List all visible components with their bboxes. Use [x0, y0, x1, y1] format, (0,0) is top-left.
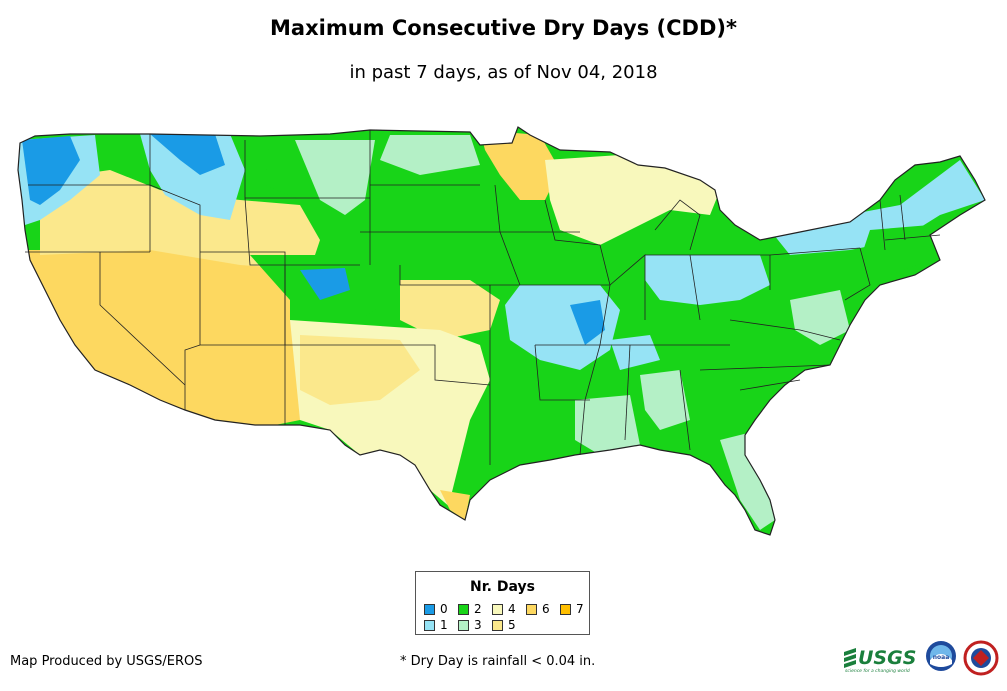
legend-label-6: 6	[542, 602, 550, 616]
legend-swatch-1	[424, 619, 435, 631]
legend-item-0: 0	[424, 602, 448, 616]
legend-label-3: 3	[474, 618, 482, 632]
state-boundaries	[17, 126, 986, 536]
legend-item-6: 6	[526, 602, 550, 616]
legend-label-4: 4	[508, 602, 516, 616]
usgs-logo: USGS science for a changing world	[844, 647, 916, 674]
legend-swatch-0	[424, 603, 435, 615]
legend-item-3: 3	[458, 618, 482, 632]
map-subtitle: in past 7 days, as of Nov 04, 2018	[349, 62, 658, 83]
noaa-logo: noaa	[926, 641, 956, 671]
usgs-wordmark: USGS	[858, 647, 916, 669]
dry-days-fill	[18, 127, 985, 535]
nws-logo	[963, 640, 999, 676]
legend-swatch-6	[526, 603, 537, 615]
legend-label-0: 0	[440, 602, 448, 616]
usgs-tagline: science for a changing world	[845, 668, 910, 674]
map-credit: Map Produced by USGS/EROS	[10, 654, 203, 669]
map-title: Maximum Consecutive Dry Days (CDD)*	[270, 16, 737, 40]
noaa-wordmark: noaa	[933, 654, 950, 661]
legend-item-4: 4	[492, 602, 516, 616]
legend-label-1: 1	[440, 618, 448, 632]
legend-swatch-4	[492, 603, 503, 615]
legend-item-1: 1	[424, 618, 448, 632]
dry-day-footnote: * Dry Day is rainfall < 0.04 in.	[400, 654, 596, 669]
legend-swatch-5	[492, 619, 503, 631]
legend-swatch-2	[458, 603, 469, 615]
legend-label-2: 2	[474, 602, 482, 616]
cdd-map	[17, 126, 986, 536]
legend-label-5: 5	[508, 618, 516, 632]
legend-item-5: 5	[492, 618, 516, 632]
legend-title: Nr. Days	[470, 579, 535, 595]
legend-swatch-7	[560, 603, 571, 615]
agency-logos: USGS science for a changing world noaa	[844, 640, 999, 676]
legend-label-7: 7	[576, 602, 584, 616]
legend-item-2: 2	[458, 602, 482, 616]
legend: Nr. Days 0 1 2 3 4 5 6 7	[415, 571, 590, 635]
legend-swatch-3	[458, 619, 469, 631]
legend-item-7: 7	[560, 602, 584, 616]
